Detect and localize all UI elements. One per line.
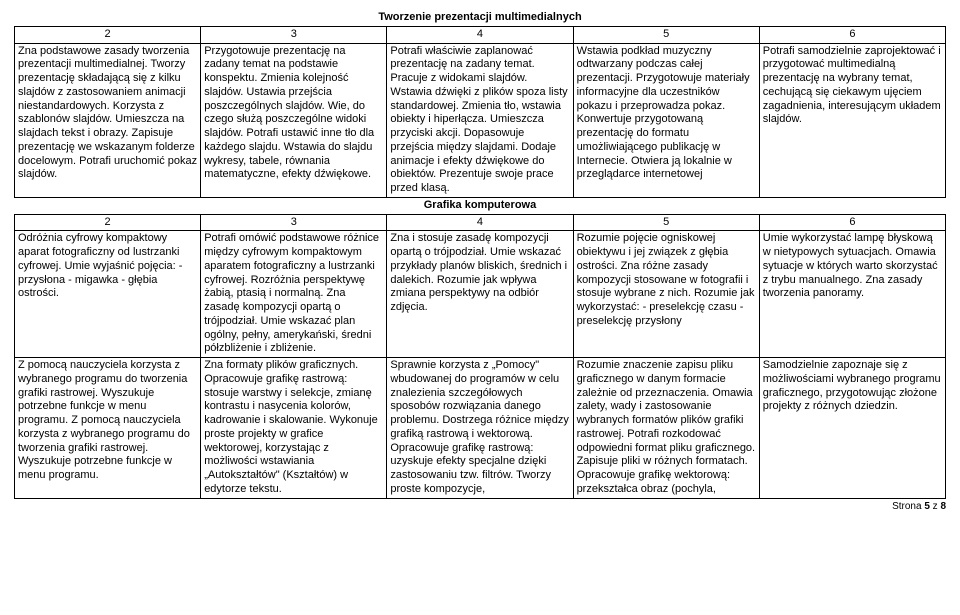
- cell: Potrafi omówić podstawowe różnice między…: [201, 231, 387, 358]
- num: 6: [759, 214, 945, 231]
- cell: Wstawia podkład muzyczny odtwarzany podc…: [573, 43, 759, 197]
- num: 5: [573, 214, 759, 231]
- criteria-row-2a: Odróżnia cyfrowy kompaktowy aparat fotog…: [15, 231, 946, 358]
- footer-label: Strona: [892, 501, 921, 512]
- score-numbers-1: 2 3 4 5 6: [15, 26, 946, 43]
- cell: Potrafi właściwie zaplanować prezentację…: [387, 43, 573, 197]
- num: 2: [15, 214, 201, 231]
- criteria-row-1: Zna podstawowe zasady tworzenia prezenta…: [15, 43, 946, 197]
- footer-of: z: [933, 501, 938, 512]
- num: 3: [201, 214, 387, 231]
- cell: Z pomocą nauczyciela korzysta z wybraneg…: [15, 358, 201, 499]
- num: 5: [573, 26, 759, 43]
- cell: Rozumie znaczenie zapisu pliku graficzne…: [573, 358, 759, 499]
- cell: Zna i stosuje zasadę kompozycji opartą o…: [387, 231, 573, 358]
- cell: Zna formaty plików graficznych. Opracowu…: [201, 358, 387, 499]
- page-footer: Strona 5 z 8: [14, 499, 946, 514]
- num: 4: [387, 26, 573, 43]
- footer-total: 8: [940, 501, 946, 512]
- cell: Sprawnie korzysta z „Pomocy" wbudowanej …: [387, 358, 573, 499]
- rubric-table: Tworzenie prezentacji multimedialnych 2 …: [14, 10, 946, 499]
- footer-page: 5: [924, 501, 930, 512]
- num: 2: [15, 26, 201, 43]
- cell: Odróżnia cyfrowy kompaktowy aparat fotog…: [15, 231, 201, 358]
- cell: Potrafi samodzielnie zaprojektować i prz…: [759, 43, 945, 197]
- num: 4: [387, 214, 573, 231]
- num: 6: [759, 26, 945, 43]
- cell: Rozumie pojęcie ogniskowej obiektywu i j…: [573, 231, 759, 358]
- cell: Przygotowuje prezentację na zadany temat…: [201, 43, 387, 197]
- score-numbers-2: 2 3 4 5 6: [15, 214, 946, 231]
- cell: Umie wykorzystać lampę błyskową w nietyp…: [759, 231, 945, 358]
- section-title-1: Tworzenie prezentacji multimedialnych: [15, 10, 946, 26]
- cell: Zna podstawowe zasady tworzenia prezenta…: [15, 43, 201, 197]
- cell: Samodzielnie zapoznaje się z możliwościa…: [759, 358, 945, 499]
- section-title-2: Grafika komputerowa: [15, 197, 946, 214]
- criteria-row-2b: Z pomocą nauczyciela korzysta z wybraneg…: [15, 358, 946, 499]
- num: 3: [201, 26, 387, 43]
